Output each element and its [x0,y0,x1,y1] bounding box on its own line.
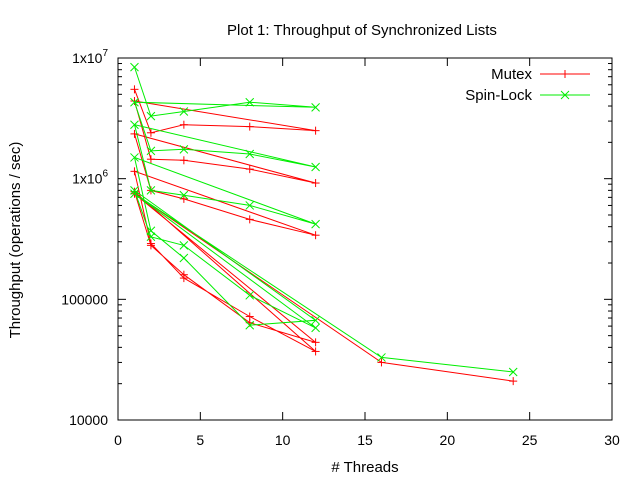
data-point [508,367,518,377]
y-tick-label: 10000 [69,412,108,428]
x-tick-label: 0 [114,432,122,448]
y-axis-ticks: 10000 100000 1x106 1x107 [61,48,612,428]
data-point [179,194,188,203]
x-tick-label: 20 [440,432,456,448]
data-point [311,315,320,325]
data-point [146,146,156,156]
data-point [311,347,320,356]
x-axis-label: # Threads [331,459,398,476]
data-point [311,323,320,333]
y-tick-label: 1x106 [72,169,108,187]
x-tick-label: 5 [196,432,204,448]
series-layer [130,62,518,386]
chart-title: Plot 1: Throughput of Synchronized Lists [227,22,497,39]
data-point [311,102,320,112]
data-point [130,186,139,195]
data-point [179,120,188,129]
data-point [311,219,320,229]
data-point [130,97,139,107]
data-point [245,215,254,224]
x-tick-label: 25 [522,432,538,448]
data-point [179,241,189,250]
series-line-spin-lock [133,66,514,373]
data-point [130,97,139,106]
data-point [130,120,139,130]
data-point [509,377,518,386]
data-point [245,165,254,174]
data-point [245,149,255,159]
data-point [377,353,386,362]
data-point [130,189,139,199]
data-point [130,85,139,94]
x-tick-label: 10 [275,432,291,448]
data-point [245,320,255,330]
legend: Mutex Spin-Lock [465,66,590,104]
data-point [179,190,189,200]
plot-frame [117,57,613,421]
x-tick-label: 30 [604,432,620,448]
data-point [311,231,320,240]
data-point [146,186,156,195]
y-tick-label: 1x107 [72,48,108,66]
data-point [179,156,188,165]
series-line-mutex [133,89,514,382]
legend-label: Spin-Lock [465,87,532,104]
data-point [311,338,320,347]
data-point [146,232,156,242]
data-point [146,155,155,164]
data-point [560,90,570,100]
data-point [179,253,189,263]
legend-label: Mutex [491,66,532,83]
data-point [179,270,188,279]
data-point [311,162,320,172]
data-point [179,107,189,116]
data-point [311,126,320,135]
x-axis-ticks: 0 5 10 15 20 25 30 [114,58,620,448]
data-point [146,128,155,137]
data-point [377,358,386,367]
data-point [179,144,189,154]
data-point [311,179,320,188]
data-point [245,97,255,107]
y-tick-label: 100000 [61,291,108,307]
data-point [245,201,255,210]
data-point [130,62,139,72]
y-axis-label: Throughput (operations / sec) [7,142,24,339]
data-point [561,70,569,78]
x-tick-label: 15 [357,432,373,448]
data-point [146,111,156,121]
data-point [245,122,254,131]
data-point [130,153,139,162]
data-point [245,290,255,300]
data-point [146,241,155,250]
